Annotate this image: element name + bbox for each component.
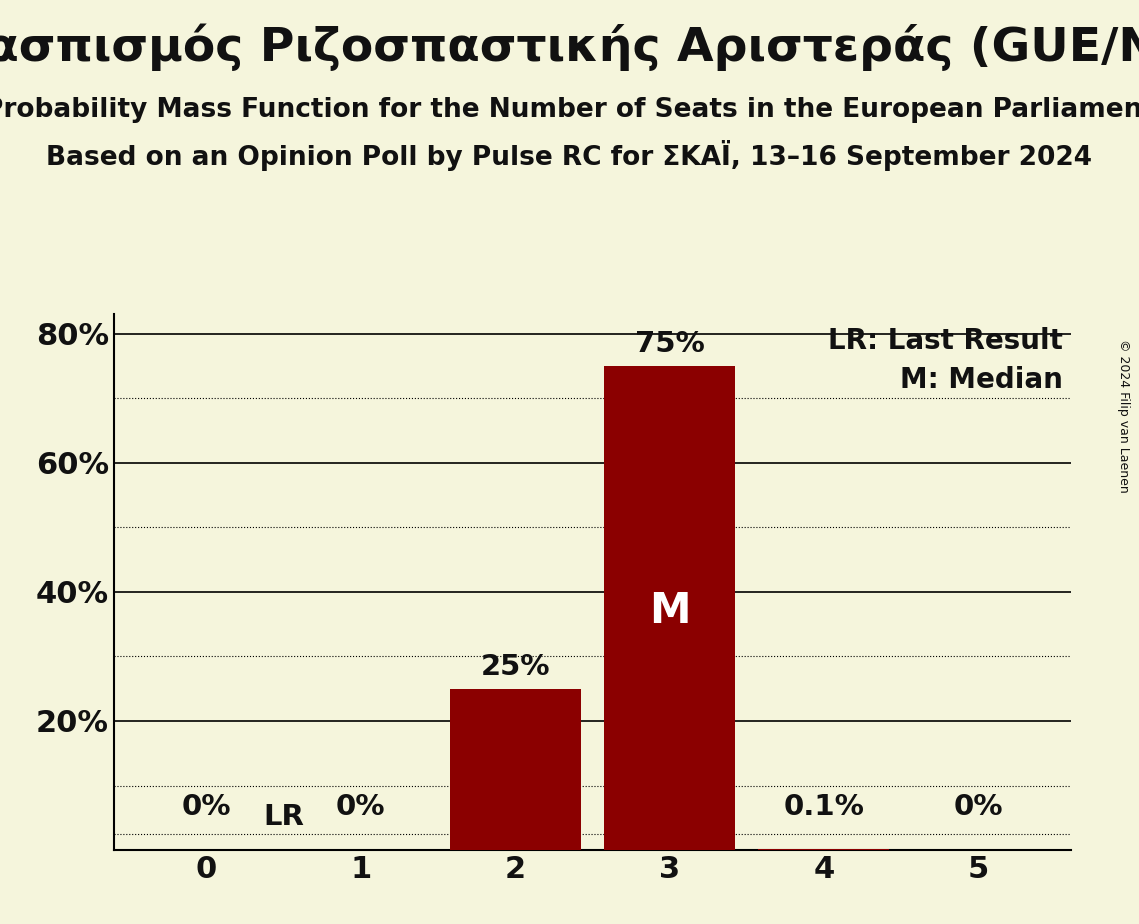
Text: © 2024 Filip van Laenen: © 2024 Filip van Laenen	[1117, 339, 1130, 492]
Text: Συνασπισμός Ριζοσπαστικής Αριστεράς (GUE/NGL): Συνασπισμός Ριζοσπαστικής Αριστεράς (GUE…	[0, 23, 1139, 70]
Text: M: M	[649, 590, 690, 632]
Text: Based on an Opinion Poll by Pulse RC for ΣΚΑΪ, 13–16 September 2024: Based on an Opinion Poll by Pulse RC for…	[47, 140, 1092, 172]
Text: 0%: 0%	[336, 793, 386, 821]
Bar	[604, 366, 735, 850]
Text: 0.1%: 0.1%	[784, 793, 865, 821]
Text: M: Median: M: Median	[900, 366, 1063, 394]
Text: LR: LR	[263, 803, 304, 831]
Text: 0%: 0%	[182, 793, 231, 821]
Text: LR: Last Result: LR: Last Result	[828, 327, 1063, 355]
Text: 25%: 25%	[481, 653, 550, 681]
Text: 75%: 75%	[634, 330, 704, 359]
Bar	[450, 688, 581, 850]
Text: Probability Mass Function for the Number of Seats in the European Parliament: Probability Mass Function for the Number…	[0, 97, 1139, 123]
Text: 0%: 0%	[953, 793, 1002, 821]
